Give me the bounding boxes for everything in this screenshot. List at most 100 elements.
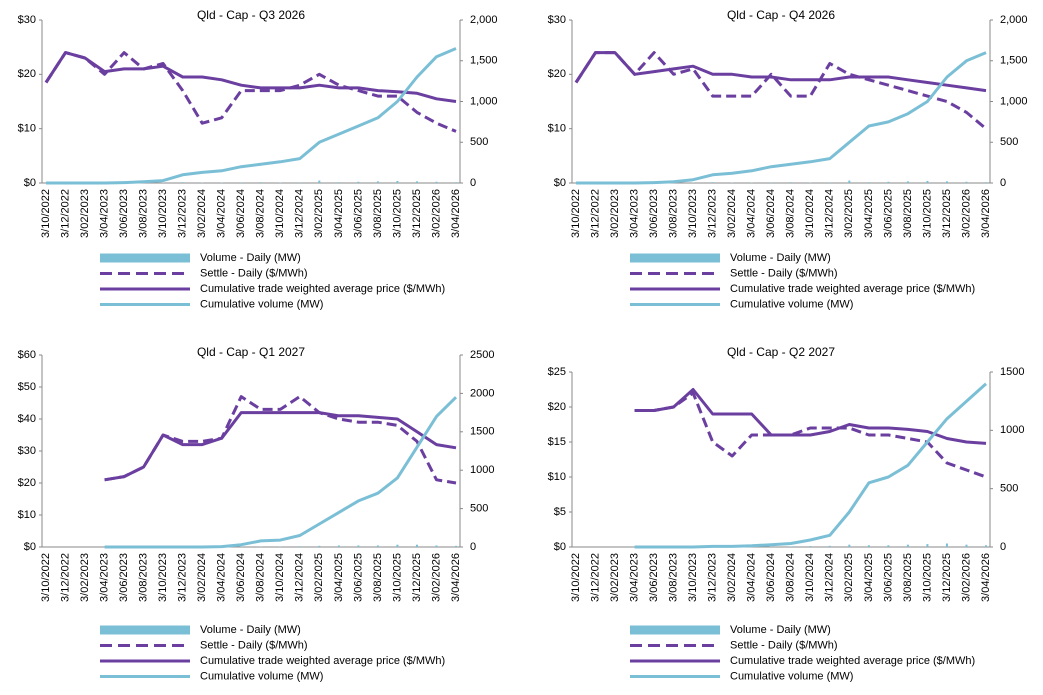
x-tick-label: 3/04/2026: [450, 189, 462, 238]
y2-tick-label: 1500: [470, 426, 494, 438]
x-tick-label: 3/10/2024: [804, 189, 816, 238]
volume-bar: [926, 180, 929, 183]
legend-label: Cumulative volume (MW): [730, 670, 853, 682]
chart: Qld - Cap - Q1 2027 $0 $10 $20 $30 $40 $50 $60 0…: [18, 345, 495, 682]
x-tick-label: 3/12/2023: [707, 189, 719, 238]
x-tick-label: 3/08/2024: [785, 553, 797, 602]
x-tick-label: 3/06/2023: [118, 189, 130, 238]
x-tick-label: 3/02/2024: [726, 553, 738, 602]
line: [104, 396, 458, 549]
y2-tick-label: 0: [470, 541, 476, 553]
y-tick-label: $50: [18, 381, 36, 393]
y2-tick-label: 1,000: [1000, 95, 1028, 107]
x-tick-label: 3/08/2025: [902, 189, 914, 238]
y2-tick-label: 0: [1000, 177, 1006, 189]
x-tick-label: 3/10/2025: [921, 189, 933, 238]
x-tick-label: 3/02/2025: [843, 189, 855, 238]
x-tick-label: 3/10/2022: [570, 553, 582, 602]
volume-bar: [455, 545, 457, 547]
x-tick-label: 3/06/2023: [118, 553, 130, 602]
x-tick-label: 3/12/2024: [824, 189, 836, 238]
volume-bar: [415, 544, 418, 547]
y-tick-label: $0: [554, 541, 566, 553]
volume-bar: [887, 181, 890, 183]
legend-label: Cumulative volume (MW): [200, 298, 323, 310]
y-tick-label: $10: [548, 123, 566, 135]
x-tick-label: 3/04/2023: [628, 189, 640, 238]
x-tick-label: 3/04/2023: [98, 553, 110, 602]
y2-tick-label: 500: [1000, 136, 1018, 148]
x-tick-label: 3/06/2025: [882, 189, 894, 238]
volume-bar: [965, 181, 968, 183]
y2-tick-label: 1,500: [470, 55, 498, 67]
y-tick-label: $0: [24, 541, 36, 553]
x-tick-label: 3/06/2023: [648, 189, 660, 238]
x-tick-label: 3/08/2024: [785, 189, 797, 238]
x-tick-label: 3/12/2022: [589, 189, 601, 238]
legend-label: Cumulative volume (MW): [730, 298, 853, 310]
x-tick-label: 3/02/2026: [960, 189, 972, 238]
x-tick-label: 3/04/2025: [863, 189, 875, 238]
volume-bar: [435, 181, 438, 183]
x-tick-label: 3/08/2023: [138, 553, 150, 602]
volume-bar: [906, 544, 909, 547]
y2-tick-label: 2500: [470, 349, 494, 361]
volume-bar: [711, 182, 714, 183]
x-tick-label: 3/04/2024: [746, 553, 758, 602]
x-tick-label: 3/04/2024: [216, 189, 228, 238]
volume-bar: [181, 182, 184, 183]
x-tick-label: 3/06/2025: [882, 553, 894, 602]
x-tick-label: 3/08/2025: [902, 553, 914, 602]
volume-bar: [298, 546, 301, 547]
x-tick-label: 3/12/2024: [294, 553, 306, 602]
x-tick-label: 3/12/2024: [824, 553, 836, 602]
legend-label: Cumulative trade weighted average price …: [200, 283, 445, 295]
y-tick-label: $0: [24, 177, 36, 189]
volume-bar: [415, 181, 418, 183]
chart: Qld - Cap - Q4 2026 $0 $10 $20 $30 0 500 1,000 1…: [548, 8, 1028, 310]
volume-bar: [867, 182, 870, 183]
x-tick-label: 3/10/2022: [40, 553, 52, 602]
x-tick-label: 3/10/2023: [687, 553, 699, 602]
x-tick-label: 3/12/2025: [411, 189, 423, 238]
volume-bar: [945, 181, 948, 183]
x-tick-label: 3/12/2022: [59, 553, 71, 602]
chart-title: Qld - Cap - Q2 2027: [727, 345, 835, 359]
volume-bar: [770, 182, 773, 183]
line: [44, 51, 457, 103]
volume-bar: [906, 181, 909, 183]
x-tick-label: 3/02/2023: [79, 553, 91, 602]
x-tick-label: 3/08/2025: [372, 189, 384, 238]
x-tick-label: 3/02/2023: [609, 553, 621, 602]
legend-label: Volume - Daily (MW): [730, 252, 831, 264]
legend-label: Settle - Daily ($/MWh): [730, 267, 838, 279]
y2-tick-label: 500: [470, 136, 488, 148]
volume-bar: [965, 544, 968, 547]
legend-label: Cumulative trade weighted average price …: [730, 283, 975, 295]
x-tick-label: 3/06/2024: [765, 189, 777, 238]
x-tick-label: 3/06/2023: [648, 553, 660, 602]
x-tick-label: 3/06/2025: [352, 553, 364, 602]
x-tick-label: 3/12/2025: [411, 553, 423, 602]
volume-bar: [828, 545, 831, 547]
legend-label: Volume - Daily (MW): [730, 624, 831, 636]
y-tick-label: $20: [18, 477, 36, 489]
x-tick-label: 3/10/2024: [804, 553, 816, 602]
x-tick-label: 3/04/2025: [333, 553, 345, 602]
x-tick-label: 3/08/2025: [372, 553, 384, 602]
y-tick-label: $10: [548, 471, 566, 483]
x-tick-label: 3/10/2024: [274, 189, 286, 238]
x-tick-label: 3/02/2024: [726, 189, 738, 238]
volume-bar: [828, 182, 831, 183]
x-tick-label: 3/04/2026: [450, 553, 462, 602]
x-tick-label: 3/10/2023: [157, 553, 169, 602]
line: [634, 388, 987, 445]
y-tick-label: $20: [18, 68, 36, 80]
x-tick-label: 3/08/2023: [668, 553, 680, 602]
x-tick-label: 3/02/2026: [430, 553, 442, 602]
x-tick-label: 3/12/2023: [177, 189, 189, 238]
y-tick-label: $20: [548, 68, 566, 80]
x-tick-label: 3/04/2023: [98, 189, 110, 238]
volume-bar: [867, 545, 870, 547]
volume-bar: [318, 545, 321, 547]
